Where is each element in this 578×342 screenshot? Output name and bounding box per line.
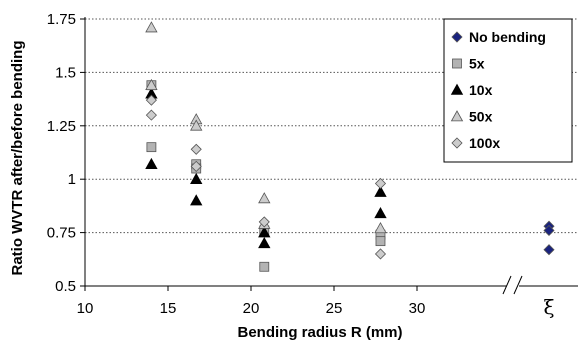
x-axis-title: Bending radius R (mm) [237,324,402,341]
legend-marker-50x [450,110,464,122]
legend-label-no-bending: No bending [469,29,546,45]
data-point-no-bending [543,244,555,256]
legend-marker-10x [450,83,464,95]
data-point-100x [145,94,157,106]
tick-labels: 0.5 0.75 1 1.25 1.5 1.75 10 15 20 25 30 [47,11,426,317]
y-tick-label: 1.5 [55,64,76,81]
y-tick-label: 0.75 [47,225,76,242]
y-tick-label: 0.5 [55,278,76,295]
y-tick-label: 1.75 [47,11,76,28]
x-break-category-label: ξ [543,295,554,319]
x-tick-label: 10 [77,300,94,317]
data-point-50x [190,119,203,131]
legend-marker-5x [452,58,462,69]
axis-break-mark [502,275,512,295]
data-point-5x [375,236,386,247]
legend-label-5x: 5x [469,56,485,72]
data-point-50x [145,78,158,91]
data-points [145,21,555,272]
data-point-5x [259,261,270,272]
data-point-100x [374,177,387,190]
data-point-50x [258,192,271,204]
data-point-10x [145,157,158,170]
data-point-100x [190,143,202,155]
y-tick-label: 1 [68,171,76,188]
y-axis-title: Ratio WVTR after/before bending [9,40,26,275]
data-point-10x [190,172,203,185]
data-point-10x [374,207,387,219]
data-point-100x [374,248,387,260]
x-tick-label: 20 [243,300,260,317]
data-point-100x [190,160,202,172]
data-point-no-bending [543,224,555,237]
legend-marker-no-bending [451,31,463,43]
data-point-10x [258,236,271,249]
legend-label-10x: 10x [469,82,493,98]
y-tick-label: 1.25 [47,118,76,135]
legend-label-50x: 50x [469,109,493,125]
data-point-100x [258,216,270,228]
data-point-100x [145,109,157,121]
axis-break-mark [513,275,523,295]
data-point-5x [146,142,157,153]
x-tick-label: 25 [326,300,343,317]
data-point-50x [145,21,158,33]
legend-label-100x: 100x [469,135,500,151]
legend-marker-100x [451,137,463,149]
legend-box [443,18,573,163]
x-tick-label: 30 [409,300,426,317]
data-point-10x [190,194,203,206]
legend: No bending 5x 10x 50x 100x [443,18,573,163]
data-point-10x [374,185,387,197]
x-tick-label: 15 [160,300,177,317]
axes [80,17,578,295]
data-point-50x [374,222,387,234]
